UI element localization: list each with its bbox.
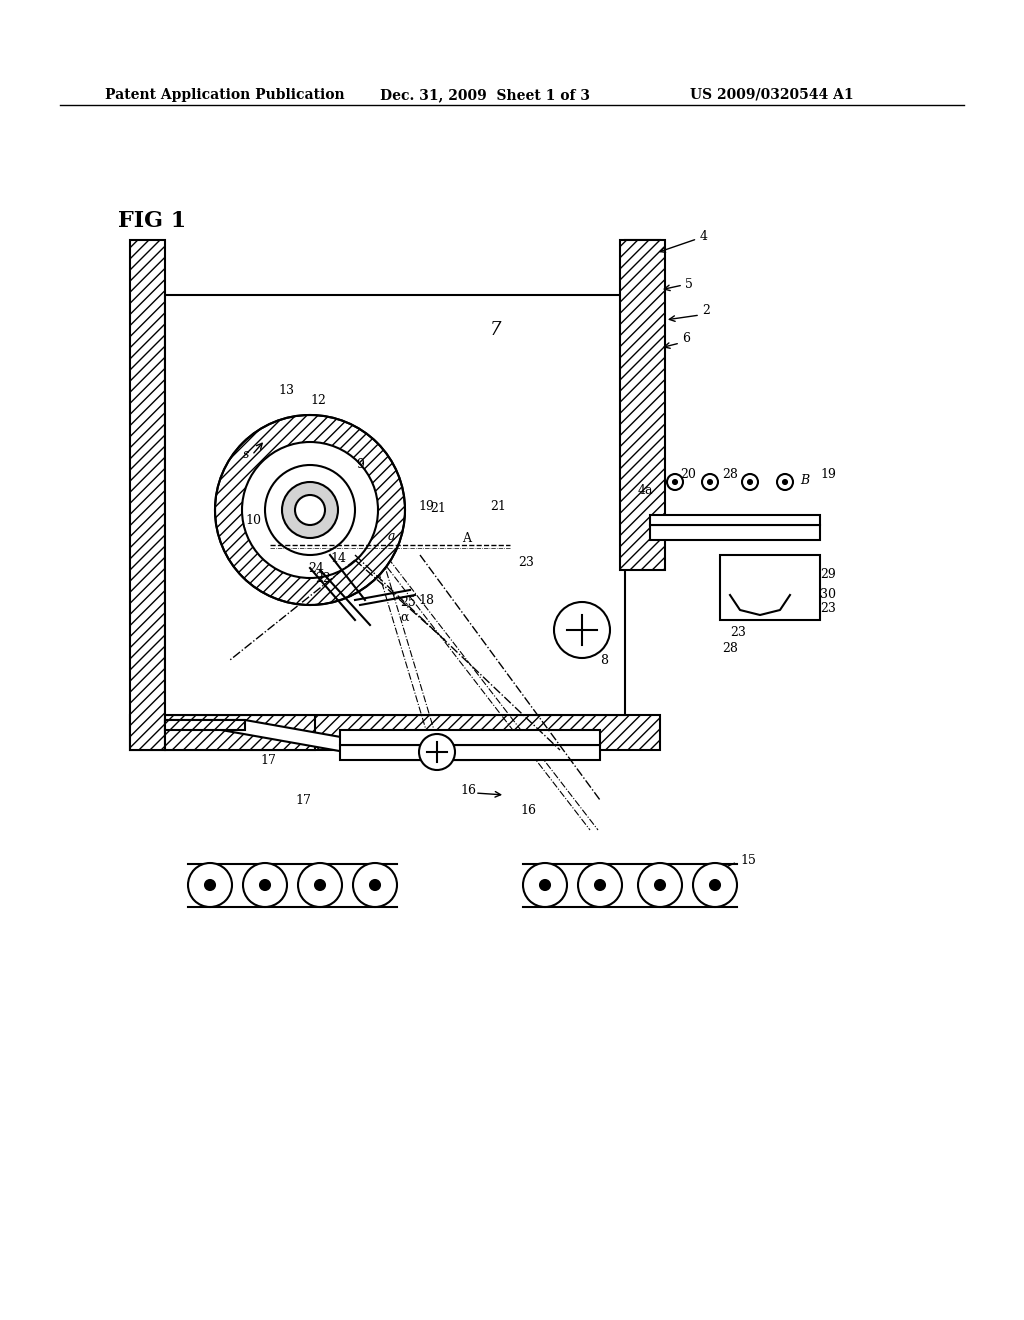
Circle shape — [242, 442, 378, 578]
Text: US 2009/0320544 A1: US 2009/0320544 A1 — [690, 88, 854, 102]
Circle shape — [655, 880, 665, 890]
Circle shape — [353, 863, 397, 907]
Circle shape — [419, 734, 455, 770]
Bar — [620, 240, 665, 570]
Text: 2: 2 — [702, 304, 710, 317]
Circle shape — [777, 474, 793, 490]
Text: 24: 24 — [308, 561, 324, 574]
Circle shape — [188, 863, 232, 907]
Text: 21: 21 — [430, 502, 445, 515]
Bar — [720, 554, 820, 620]
Circle shape — [370, 880, 380, 890]
Text: 5: 5 — [685, 279, 693, 292]
Text: 16: 16 — [520, 804, 536, 817]
Circle shape — [315, 880, 325, 890]
Text: 19: 19 — [418, 500, 434, 513]
Text: 28: 28 — [722, 469, 738, 482]
Circle shape — [215, 414, 406, 605]
Circle shape — [265, 465, 355, 554]
Circle shape — [595, 880, 605, 890]
Text: α: α — [400, 610, 409, 623]
Circle shape — [243, 863, 287, 907]
Polygon shape — [165, 719, 470, 760]
Circle shape — [673, 480, 677, 484]
Text: 28: 28 — [722, 642, 738, 655]
Bar — [340, 730, 600, 744]
Text: 16: 16 — [460, 784, 476, 796]
Bar — [165, 719, 245, 730]
Text: 4a: 4a — [638, 483, 653, 496]
Bar — [340, 744, 600, 760]
Circle shape — [260, 880, 270, 890]
Text: B: B — [800, 474, 809, 487]
Circle shape — [748, 480, 752, 484]
Text: 23: 23 — [518, 557, 534, 569]
Circle shape — [710, 880, 720, 890]
Bar — [130, 240, 165, 750]
Text: s: s — [243, 449, 250, 462]
Circle shape — [554, 602, 610, 657]
Text: 4: 4 — [660, 230, 708, 252]
Text: Patent Application Publication: Patent Application Publication — [105, 88, 345, 102]
Circle shape — [693, 863, 737, 907]
Circle shape — [783, 480, 787, 484]
Text: 22: 22 — [315, 572, 331, 585]
Bar — [650, 515, 820, 525]
Circle shape — [282, 482, 338, 539]
Text: 9: 9 — [356, 458, 364, 471]
Circle shape — [205, 880, 215, 890]
Text: 10: 10 — [245, 513, 261, 527]
Bar — [650, 525, 820, 540]
Bar — [165, 294, 625, 715]
Text: 18: 18 — [418, 594, 434, 606]
Text: 23: 23 — [730, 627, 745, 639]
Text: 30: 30 — [820, 589, 836, 602]
Text: A: A — [462, 532, 471, 544]
Text: 23: 23 — [820, 602, 836, 615]
Bar — [625, 240, 660, 420]
Text: 17: 17 — [260, 754, 275, 767]
Text: FIG 1: FIG 1 — [118, 210, 186, 232]
Text: 14: 14 — [330, 552, 346, 565]
Bar — [165, 715, 315, 750]
Text: 8: 8 — [600, 653, 608, 667]
Circle shape — [667, 474, 683, 490]
Text: a: a — [388, 531, 395, 544]
Text: 20: 20 — [680, 469, 696, 482]
Circle shape — [298, 863, 342, 907]
Text: 25: 25 — [400, 597, 416, 610]
Text: 21: 21 — [490, 500, 506, 513]
Text: 29: 29 — [820, 569, 836, 582]
Text: 13: 13 — [278, 384, 294, 396]
Text: 12: 12 — [310, 393, 326, 407]
Text: 15: 15 — [740, 854, 756, 866]
Circle shape — [638, 863, 682, 907]
Text: 17: 17 — [295, 793, 311, 807]
Text: Dec. 31, 2009  Sheet 1 of 3: Dec. 31, 2009 Sheet 1 of 3 — [380, 88, 590, 102]
Text: 19: 19 — [820, 469, 836, 482]
Circle shape — [702, 474, 718, 490]
Circle shape — [540, 880, 550, 890]
Text: 7: 7 — [490, 321, 502, 339]
Circle shape — [708, 480, 712, 484]
Circle shape — [523, 863, 567, 907]
Text: 6: 6 — [682, 331, 690, 345]
Circle shape — [742, 474, 758, 490]
Circle shape — [578, 863, 622, 907]
Bar — [130, 715, 660, 750]
Circle shape — [295, 495, 325, 525]
